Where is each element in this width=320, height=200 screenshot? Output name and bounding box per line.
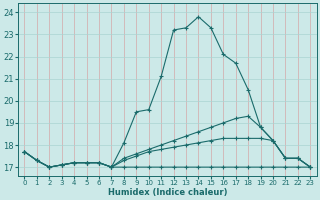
X-axis label: Humidex (Indice chaleur): Humidex (Indice chaleur) (108, 188, 227, 197)
